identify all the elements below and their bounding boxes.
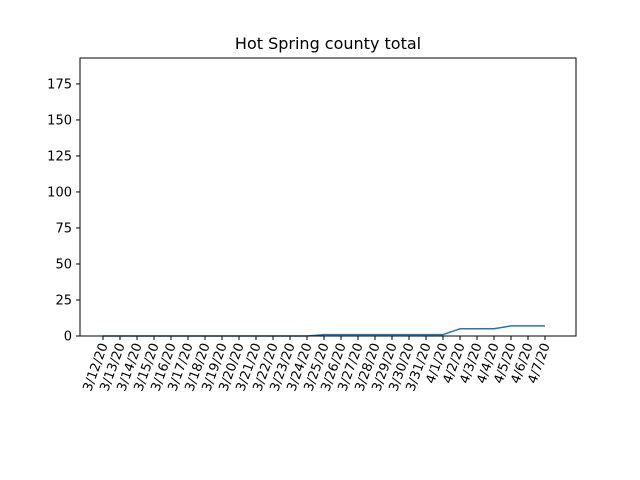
data-point (357, 334, 359, 336)
y-tick-label: 25 (55, 293, 72, 308)
y-tick-label: 0 (64, 330, 72, 345)
y-tick-label: 150 (47, 113, 72, 128)
data-point (442, 334, 444, 336)
y-tick-label: 75 (55, 221, 72, 236)
y-tick-label: 50 (55, 257, 72, 272)
data-point (374, 334, 376, 336)
chart-title: Hot Spring county total (235, 34, 421, 53)
data-point (340, 334, 342, 336)
data-point (544, 325, 546, 327)
data-point (459, 328, 461, 330)
data-point (510, 325, 512, 327)
data-point (323, 334, 325, 336)
plot-area: 02550751001251501753/12/203/13/203/14/20… (47, 77, 554, 393)
y-tick-label: 175 (47, 77, 72, 92)
y-tick-label: 125 (47, 149, 72, 164)
data-point (408, 334, 410, 336)
data-point (391, 334, 393, 336)
data-point (476, 328, 478, 330)
data-point (493, 328, 495, 330)
data-point (425, 334, 427, 336)
data-point (527, 325, 529, 327)
plot-frame (79, 57, 577, 337)
y-tick-label: 100 (47, 185, 72, 200)
